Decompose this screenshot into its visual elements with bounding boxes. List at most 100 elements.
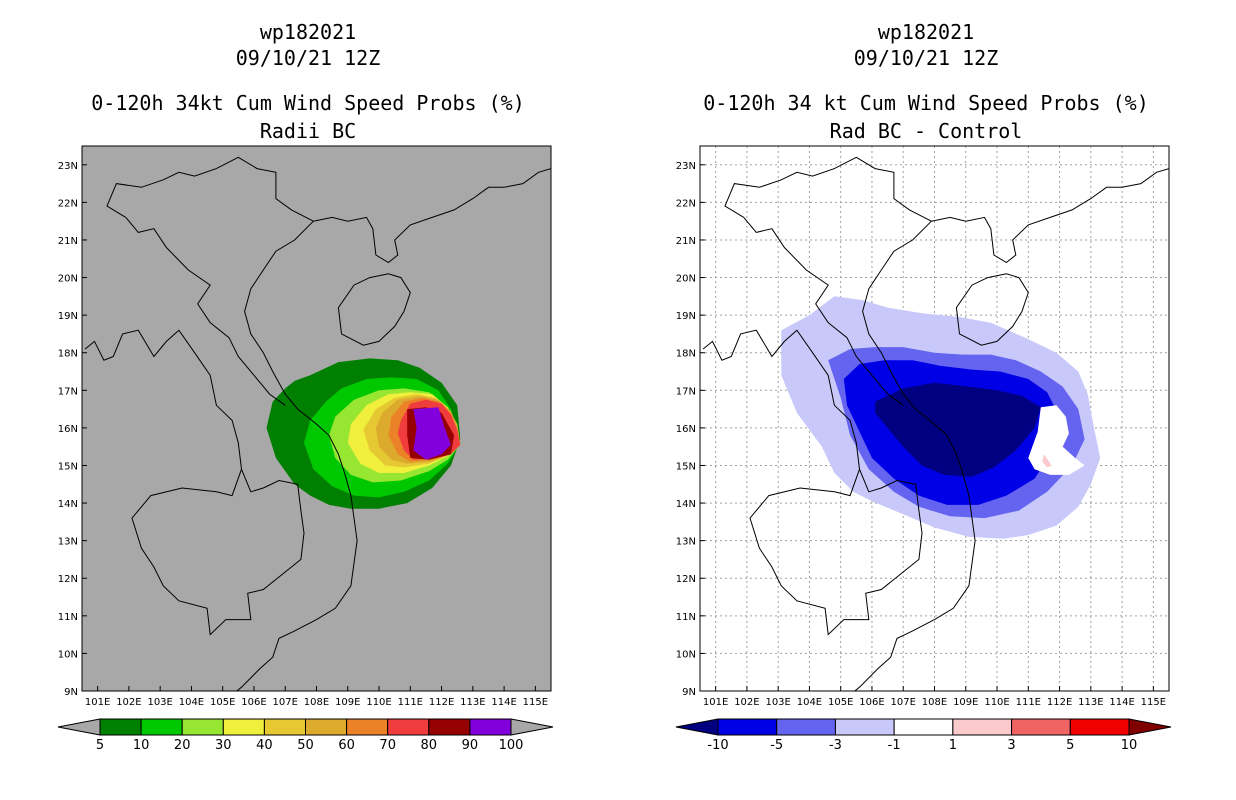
left-colorbar-label-10: 100 <box>499 738 524 753</box>
left-ytick-label-21N: 21N <box>58 236 78 247</box>
left-coastline-0 <box>84 329 305 636</box>
right-xtick-label-108E: 108E <box>922 697 947 708</box>
left-plot-area <box>84 156 551 691</box>
left-colorbar-swatch-1 <box>140 718 183 736</box>
left-ytick-label-15N: 15N <box>58 461 78 472</box>
left-coastline-4 <box>313 168 551 264</box>
right-ytick-label-15N: 15N <box>676 461 696 472</box>
left-colorbar-right-arrow <box>510 718 554 736</box>
left-xtick-label-112E: 112E <box>429 697 454 708</box>
left-colorbar-label-2: 20 <box>174 738 191 753</box>
left-ytick-label-22N: 22N <box>58 198 78 209</box>
right-colorbar-label-0: -10 <box>707 738 728 753</box>
right-contour-level-3 <box>1042 454 1052 468</box>
right-ytick-label-10N: 10N <box>676 649 696 660</box>
right-colorbar-swatch-4 <box>952 718 1013 736</box>
right-xtick-label-106E: 106E <box>859 697 884 708</box>
right-xtick-label-112E: 112E <box>1047 697 1072 708</box>
right-xtick-label-105E: 105E <box>828 697 853 708</box>
right-ytick-label-16N: 16N <box>676 424 696 435</box>
right-colorbar-label-6: 5 <box>1066 738 1074 753</box>
left-colorbar-label-3: 30 <box>215 738 232 753</box>
left-ytick-label-18N: 18N <box>58 349 78 360</box>
left-xtick-label-104E: 104E <box>179 697 204 708</box>
right-coastline-5 <box>955 273 1029 346</box>
right-xtick-label-110E: 110E <box>984 697 1009 708</box>
left-xtick-label-113E: 113E <box>460 697 485 708</box>
left-colorbar-swatch-7 <box>387 718 430 736</box>
left-colorbar-label-4: 40 <box>256 738 273 753</box>
right-title-line-1: wp182021 <box>877 20 975 44</box>
right-colorbar-label-3: -1 <box>888 738 901 753</box>
left-colorbar-swatch-8 <box>428 718 471 736</box>
right-coastline-0 <box>702 329 923 636</box>
left-ytick-label-23N: 23N <box>58 161 78 172</box>
left-colorbar-label-1: 10 <box>133 738 150 753</box>
left-xtick-label-107E: 107E <box>273 697 298 708</box>
right-ytick-label-14N: 14N <box>676 499 696 510</box>
right-colorbar-swatch-2 <box>834 718 895 736</box>
right-ytick-label-23N: 23N <box>676 161 696 172</box>
left-ytick-label-11N: 11N <box>58 612 78 623</box>
right-xtick-label-113E: 113E <box>1078 697 1103 708</box>
left-xtick-label-102E: 102E <box>116 697 141 708</box>
left-colorbar-swatch-6 <box>346 718 389 736</box>
right-colorbar-label-4: 1 <box>949 738 957 753</box>
right-contour-level--10 <box>875 382 1041 477</box>
left-colorbar-label-7: 70 <box>379 738 396 753</box>
right-xtick-label-109E: 109E <box>953 697 978 708</box>
left-colorbar-label-9: 90 <box>462 738 479 753</box>
left-xtick-label-108E: 108E <box>304 697 329 708</box>
right-colorbar-swatch-6 <box>1069 718 1130 736</box>
right-contour-level-1 <box>1028 405 1085 475</box>
right-colorbar-label-5: 3 <box>1007 738 1015 753</box>
left-colorbar-label-5: 50 <box>297 738 314 753</box>
right-colorbar-swatch-1 <box>776 718 836 736</box>
right-coastline-3 <box>853 220 976 691</box>
right-colorbar-swatch-0 <box>717 718 778 736</box>
right-ytick-label-19N: 19N <box>676 311 696 322</box>
left-title-line-1: wp182021 <box>259 20 357 44</box>
left-xtick-label-109E: 109E <box>335 697 360 708</box>
right-title-line-3: 0-120h 34 kt Cum Wind Speed Probs (%) <box>703 91 1149 115</box>
left-ytick-label-9N: 9N <box>64 687 78 698</box>
left-colorbar-swatch-2 <box>181 718 224 736</box>
right-xtick-label-115E: 115E <box>1141 697 1166 708</box>
left-colorbar-swatch-5 <box>305 718 348 736</box>
left-xtick-label-114E: 114E <box>491 697 516 708</box>
left-colorbar-swatch-4 <box>263 718 306 736</box>
right-ytick-label-18N: 18N <box>676 349 696 360</box>
left-xtick-label-106E: 106E <box>241 697 266 708</box>
right-coastline-4 <box>931 168 1169 264</box>
left-xtick-label-115E: 115E <box>523 697 548 708</box>
right-ytick-label-9N: 9N <box>682 687 696 698</box>
right-xtick-label-102E: 102E <box>734 697 759 708</box>
right-colorbar-swatch-5 <box>1011 718 1071 736</box>
left-xtick-label-101E: 101E <box>85 697 110 708</box>
right-ytick-label-11N: 11N <box>676 612 696 623</box>
right-title-line-2: 09/10/21 12Z <box>853 46 999 70</box>
left-ytick-label-13N: 13N <box>58 537 78 548</box>
left-ytick-label-10N: 10N <box>58 649 78 660</box>
right-ytick-label-17N: 17N <box>676 386 696 397</box>
left-colorbar-swatch-3 <box>222 718 265 736</box>
right-xtick-label-111E: 111E <box>1016 697 1041 708</box>
right-ytick-label-13N: 13N <box>676 537 696 548</box>
left-ytick-label-16N: 16N <box>58 424 78 435</box>
right-plot-area <box>700 146 1169 691</box>
left-coastline-1 <box>106 156 314 222</box>
right-ytick-label-21N: 21N <box>676 236 696 247</box>
left-title-line-2: 09/10/21 12Z <box>235 46 381 70</box>
left-xtick-label-105E: 105E <box>210 697 235 708</box>
right-colorbar-label-2: -3 <box>829 738 842 753</box>
left-xtick-label-110E: 110E <box>366 697 391 708</box>
left-xtick-label-111E: 111E <box>398 697 423 708</box>
left-xtick-label-103E: 103E <box>147 697 172 708</box>
right-colorbar-swatch-3 <box>893 718 954 736</box>
left-colorbar-swatch-9 <box>469 718 512 736</box>
right-coastline-1 <box>724 156 932 222</box>
right-xtick-label-104E: 104E <box>797 697 822 708</box>
left-colorbar-swatch-0 <box>99 718 142 736</box>
left-ytick-label-19N: 19N <box>58 311 78 322</box>
left-colorbar-label-8: 80 <box>421 738 438 753</box>
